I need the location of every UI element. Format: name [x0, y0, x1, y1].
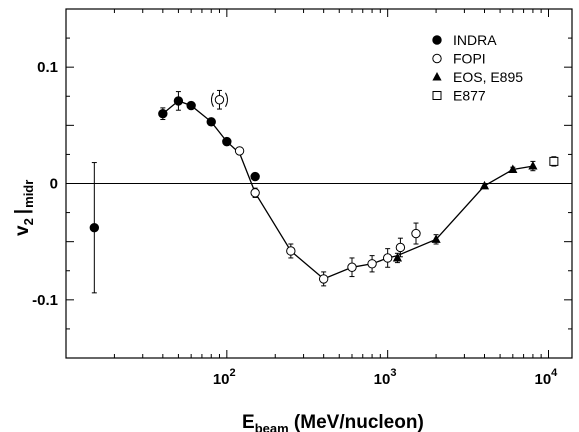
legend-label-eos-e895: EOS, E895: [453, 69, 523, 85]
legend-label-fopi: FOPI: [453, 51, 486, 67]
marker-fopi: [250, 188, 260, 198]
legend-marker-e877: [432, 91, 442, 100]
x-tick-label-exp: 2: [230, 367, 236, 379]
marker-fopi: [382, 253, 393, 263]
marker-fopi: [214, 95, 225, 105]
data-point-e877: [549, 156, 559, 167]
y-tick-label: 0.1: [37, 59, 58, 76]
data-point-eos-e895: [508, 164, 518, 174]
x-tick-label-base: 10: [213, 371, 230, 388]
data-point-eos-e895: [528, 160, 538, 172]
x-tick-label-base: 10: [374, 371, 391, 388]
data-point-fopi: [318, 271, 329, 287]
x-tick-label-base: 10: [534, 371, 551, 388]
y-tick-label: -0.1: [32, 292, 58, 309]
marker-eos-e895: [431, 234, 441, 243]
data-point-eos-e895: [431, 234, 441, 245]
marker-fopi: [286, 246, 296, 256]
y-tick-label: 0: [50, 176, 58, 193]
data-point-indra: [222, 136, 232, 147]
y-axis-title-sub2: midr: [21, 180, 36, 208]
marker-fopi: [347, 262, 357, 272]
marker-eos-e895: [479, 180, 490, 190]
data-point-fopi: [395, 237, 406, 258]
legend: INDRA FOPI EOS, E895 E877: [432, 32, 523, 104]
x-tick-label: 102: [213, 367, 236, 388]
marker-indra: [158, 109, 168, 119]
x-tick-label: 104: [534, 367, 558, 388]
legend-label-indra: INDRA: [453, 32, 497, 48]
legend-label-e877: E877: [453, 88, 486, 104]
marker-fopi: [395, 242, 406, 253]
y-axis-title-main: v: [12, 225, 33, 236]
legend-marker-fopi: [432, 53, 442, 64]
data-point-fopi: [234, 146, 245, 156]
data-point-indra: [186, 100, 196, 111]
marker-fopi: [367, 259, 377, 269]
data-point-fopi: [286, 243, 296, 259]
y-axis-title-bar: |: [12, 209, 33, 214]
data-point-indra: [89, 162, 100, 294]
marker-fopi: [318, 274, 329, 284]
marker-e877: [549, 156, 559, 166]
data-point-fopi: [347, 257, 357, 278]
bracket-left: [210, 92, 214, 107]
data-point-eos-e895: [479, 180, 490, 190]
legend-marker-eos-e895: [432, 72, 442, 81]
data-point-fopi: [250, 187, 260, 198]
marker-eos-e895: [528, 161, 538, 170]
marker-fopi: [411, 228, 421, 239]
marker-indra: [89, 223, 100, 233]
x-tick-label-exp: 3: [390, 367, 396, 379]
x-tick-label: 103: [374, 367, 397, 388]
y-axis-title-sub1: 2: [21, 218, 36, 225]
marker-indra: [206, 117, 216, 127]
data-point-indra: [173, 91, 184, 111]
data-point-fopi: [411, 222, 421, 245]
data-point-indra: [206, 117, 216, 127]
marker-indra: [186, 100, 196, 111]
bracket-right: [225, 92, 228, 107]
marker-indra: [250, 171, 260, 182]
data-point-indra: [158, 107, 168, 121]
marker-indra: [222, 136, 232, 147]
x-axis-title-sub: beam: [255, 421, 289, 432]
marker-fopi: [234, 146, 245, 156]
x-tick-label-exp: 4: [551, 367, 558, 379]
legend-marker-indra: [432, 35, 442, 45]
data-point-fopi: [210, 89, 228, 110]
data-point-eos-e895: [392, 252, 403, 264]
x-axis-title-main: E: [242, 412, 255, 432]
fit-curve: [162, 100, 534, 280]
data-point-fopi: [367, 255, 377, 273]
data-point-indra: [250, 171, 260, 182]
x-axis-title-rest: (MeV/nucleon): [289, 412, 424, 432]
data-point-fopi: [382, 248, 393, 268]
y-axis-title: v2 |midr: [12, 180, 36, 236]
x-axis-title: Ebeam (MeV/nucleon): [242, 412, 424, 432]
marker-eos-e895: [508, 164, 518, 174]
marker-indra: [173, 96, 184, 106]
marker-eos-e895: [392, 252, 403, 262]
